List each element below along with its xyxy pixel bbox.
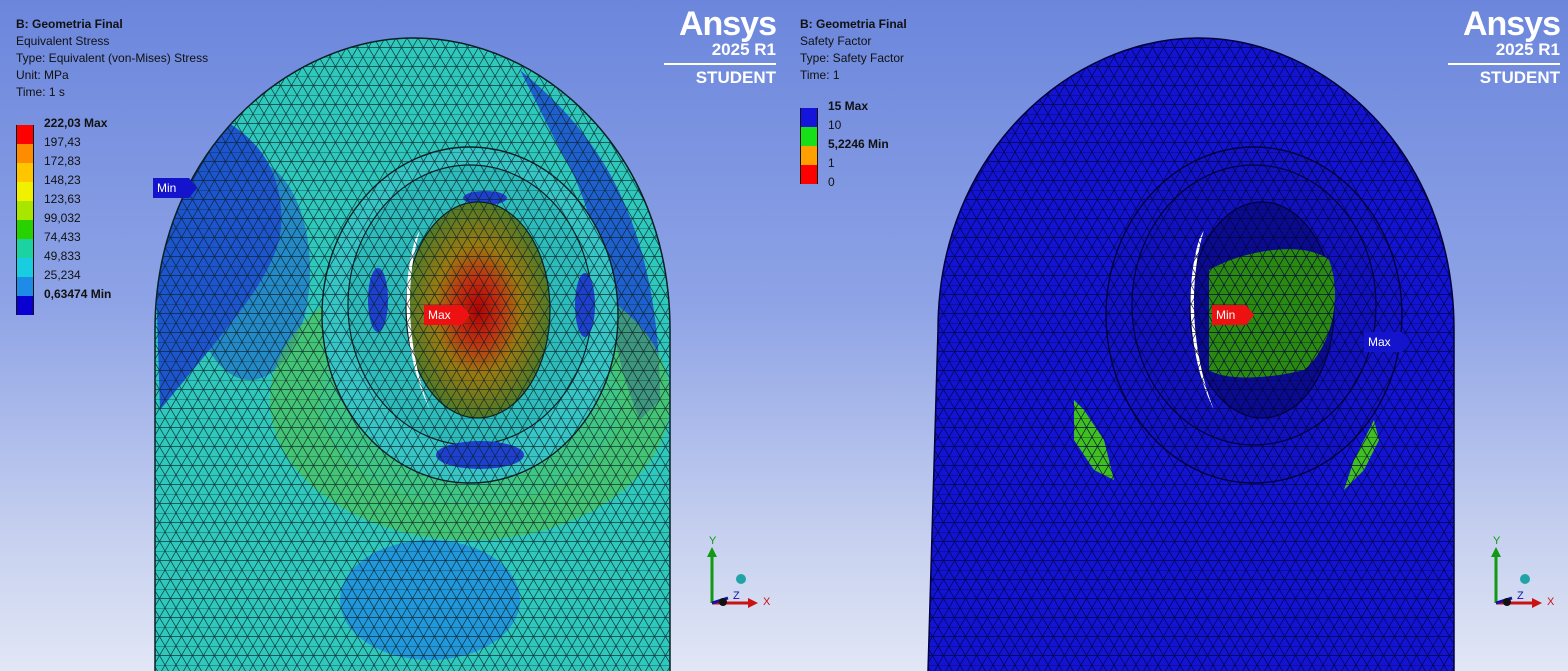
legend-color-band xyxy=(16,201,34,220)
result-time: Time: 1 xyxy=(800,68,840,82)
brand-divider xyxy=(664,63,776,65)
legend-color-band xyxy=(16,296,34,315)
coordinate-triad[interactable]: Y Z X xyxy=(1484,535,1564,615)
triad-y-label: Y xyxy=(1493,535,1501,547)
legend-value-label: 49,833 xyxy=(44,249,81,263)
legend-value-label: 1 xyxy=(828,156,835,170)
legend-color-band xyxy=(16,125,34,144)
viewport-safety-factor[interactable]: B: Geometria Final Safety Factor Type: S… xyxy=(784,0,1568,671)
brand-name: Ansys xyxy=(1462,5,1561,43)
legend-value-label: 10 xyxy=(828,118,842,132)
safety-factor-model[interactable] xyxy=(784,0,1568,671)
triad-axes-icon xyxy=(1491,547,1542,608)
brand-name: Ansys xyxy=(678,5,777,43)
legend-value-label: 25,234 xyxy=(44,268,81,282)
triad-y-label: Y xyxy=(709,535,717,547)
legend-value-label: 0,63474 Min xyxy=(44,287,112,301)
legend-value-label: 15 Max xyxy=(828,99,869,113)
ansys-student-logo: Ansys 2025 R1 STUDENT xyxy=(664,5,777,88)
triad-x-label: X xyxy=(1547,596,1555,608)
triad-z-label: Z xyxy=(733,590,740,602)
min-probe-label[interactable]: Min xyxy=(1212,305,1254,325)
legend-color-band xyxy=(16,277,34,296)
max-probe-label[interactable]: Max xyxy=(424,305,470,325)
legend-value-label: 197,43 xyxy=(44,135,81,149)
result-type: Type: Equivalent (von-Mises) Stress xyxy=(16,51,209,65)
ansys-student-logo: Ansys 2025 R1 STUDENT xyxy=(1448,5,1561,88)
legend-color-band xyxy=(16,144,34,163)
brand-version: 2025 R1 xyxy=(711,40,776,59)
triad-z-label: Z xyxy=(1517,590,1524,602)
legend-value-label: 123,63 xyxy=(44,192,81,206)
triad-axes-icon xyxy=(707,547,758,608)
legend-color-band xyxy=(16,163,34,182)
legend-value-label: 148,23 xyxy=(44,173,81,187)
brand-version: 2025 R1 xyxy=(1495,40,1560,59)
triad-x-label: X xyxy=(763,596,771,608)
result-name: Equivalent Stress xyxy=(16,34,110,48)
result-info-block: B: Geometria Final Equivalent Stress Typ… xyxy=(16,16,208,101)
legend-value-label: 0 xyxy=(828,175,835,189)
legend-value-label: 222,03 Max xyxy=(44,116,108,130)
legend-color-band xyxy=(16,220,34,239)
max-probe-label[interactable]: Max xyxy=(1364,332,1410,352)
legend-color-band xyxy=(800,108,818,127)
min-probe-label[interactable]: Min xyxy=(153,178,197,198)
result-info-block: B: Geometria Final Safety Factor Type: S… xyxy=(800,16,907,84)
result-time: Time: 1 s xyxy=(16,85,65,99)
legend-value-label: 99,032 xyxy=(44,211,81,225)
stress-contour-model[interactable] xyxy=(0,0,784,671)
legend-value-label: 5,2246 Min xyxy=(828,137,889,151)
brand-edition: STUDENT xyxy=(1479,68,1560,87)
legend-color-band xyxy=(800,146,818,165)
legend-value-label: 172,83 xyxy=(44,154,81,168)
legend-value-label: 74,433 xyxy=(44,230,81,244)
legend-color-band xyxy=(800,165,818,184)
result-unit: Unit: MPa xyxy=(16,68,69,82)
brand-edition: STUDENT xyxy=(695,68,776,87)
result-name: Safety Factor xyxy=(800,34,872,48)
viewport-equivalent-stress[interactable]: B: Geometria Final Equivalent Stress Typ… xyxy=(0,0,784,671)
coordinate-triad[interactable]: Y Z X xyxy=(700,535,780,615)
brand-divider xyxy=(1448,63,1560,65)
legend-color-band xyxy=(16,182,34,201)
legend-color-band xyxy=(800,127,818,146)
result-title: B: Geometria Final xyxy=(800,17,907,31)
legend-color-band xyxy=(16,239,34,258)
result-type: Type: Safety Factor xyxy=(800,51,905,65)
result-title: B: Geometria Final xyxy=(16,17,123,31)
legend-color-band xyxy=(16,258,34,277)
